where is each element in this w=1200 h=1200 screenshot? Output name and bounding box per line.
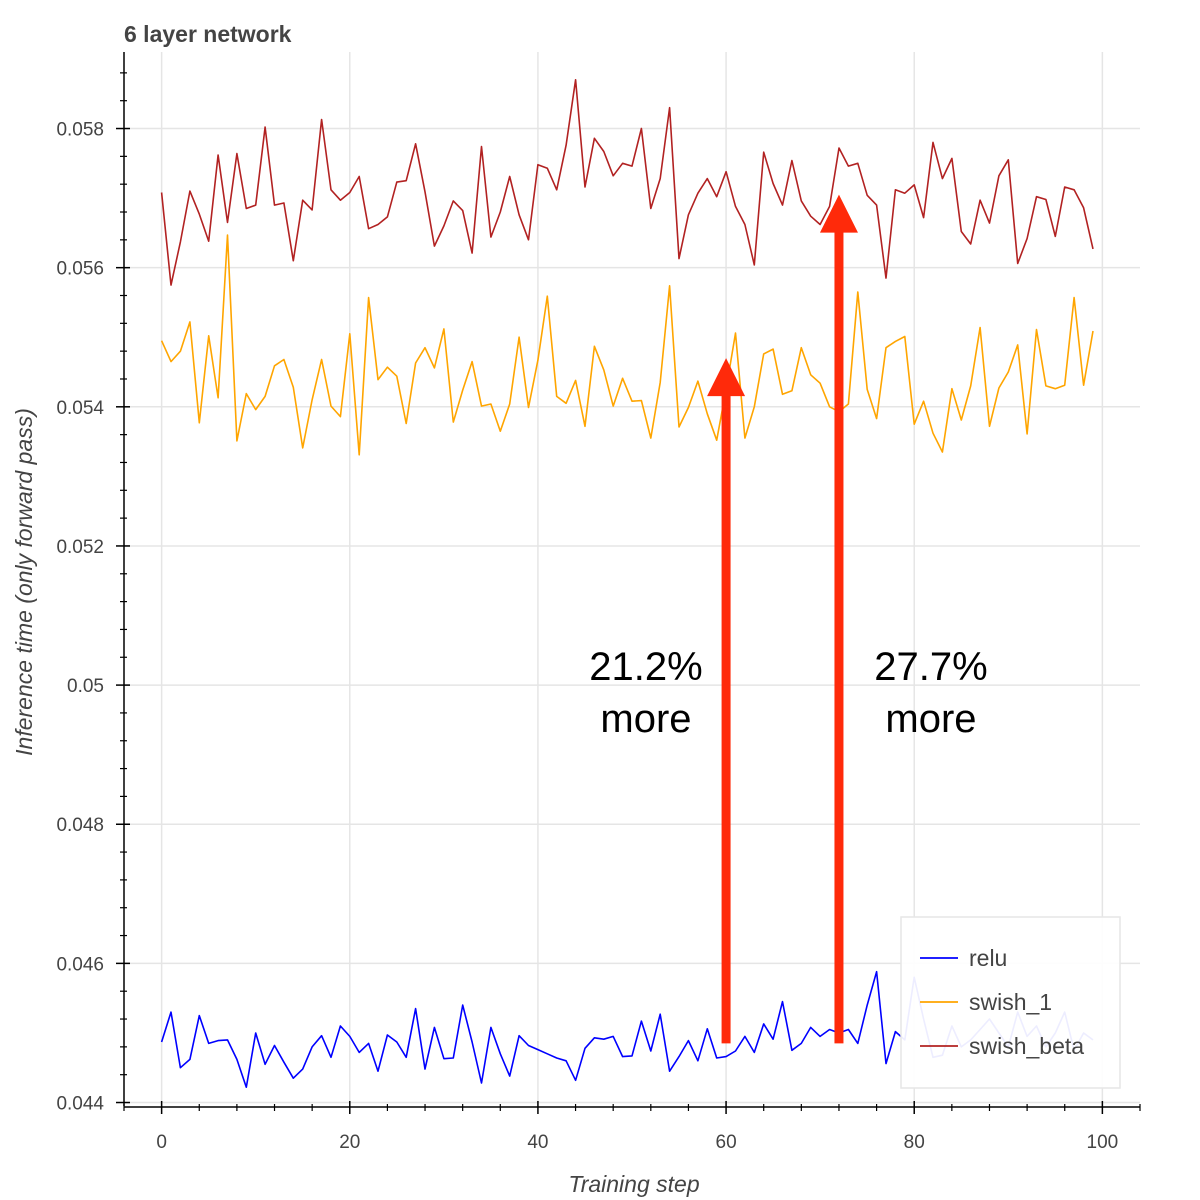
legend-label-swish_beta: swish_beta: [969, 1033, 1084, 1059]
annotation-more: more: [885, 697, 976, 741]
annotation-percent: 21.2%: [589, 645, 702, 689]
y-tick-label: 0.056: [56, 259, 104, 280]
annotations: 21.2% more 27.7% more: [589, 194, 988, 1044]
x-tick-label: 100: [1087, 1132, 1119, 1153]
y-tick-label: 0.048: [56, 815, 104, 836]
y-tick-label: 0.052: [56, 537, 104, 558]
y-tick-label: 0.058: [56, 120, 104, 141]
y-tick-label: 0.044: [56, 1094, 104, 1115]
y-tick-label: 0.054: [56, 398, 104, 419]
annotation-percent: 27.7%: [874, 645, 987, 689]
annotation-arrow-head: [707, 358, 746, 397]
annotation-arrow-head: [819, 194, 858, 233]
y-tick-label: 0.046: [56, 954, 104, 975]
x-axis-title: Training step: [568, 1171, 699, 1197]
y-tick-label: 0.05: [67, 676, 104, 697]
x-tick-label: 80: [904, 1132, 925, 1153]
legend-label-swish_1: swish_1: [969, 989, 1052, 1015]
annotation-more: more: [600, 697, 691, 741]
x-tick-label: 60: [716, 1132, 737, 1153]
series-line-swish_1: [160, 234, 1094, 456]
series-line-swish_beta: [160, 79, 1094, 286]
x-tick-label: 0: [156, 1132, 167, 1153]
chart-title: 6 layer network: [124, 21, 292, 47]
x-tick-label: 40: [527, 1132, 548, 1153]
legend-label-relu: relu: [969, 945, 1007, 971]
axes: 0.044 0.046 0.048 0.05 0.052 0.054 0.056 0.058 0…: [56, 52, 1141, 1153]
y-axis-title: Inference time (only forward pass): [11, 408, 37, 756]
legend: relu swish_1 swish_beta: [900, 916, 1121, 1089]
x-tick-label: 20: [339, 1132, 360, 1153]
